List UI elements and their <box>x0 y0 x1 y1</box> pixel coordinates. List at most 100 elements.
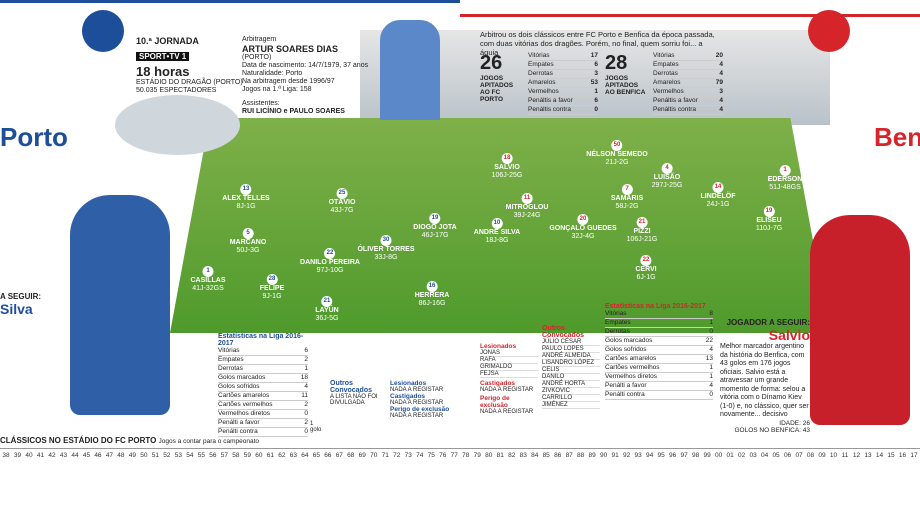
year: 03 <box>749 452 757 459</box>
row-value: 1 <box>709 319 713 326</box>
porto-player-photo <box>70 195 170 415</box>
year: 66 <box>324 452 332 459</box>
year: 10 <box>829 452 838 459</box>
year: 41 <box>36 452 45 459</box>
ref-rows: Vitórias 17 Empates 6 Derrotas 3 Amarelos 53 Ver… <box>528 52 598 115</box>
row-label: Golos marcados <box>605 337 653 344</box>
player-number: 1 <box>779 165 791 176</box>
injured-player: JONAS <box>480 350 538 357</box>
section-text: NADA A REGISTAR <box>390 387 444 393</box>
player: 30 ÓLIVER TORRES 33J-8G <box>357 235 415 262</box>
row-label: Empates <box>605 319 631 326</box>
year: 96 <box>669 452 677 459</box>
player-number: 20 <box>577 214 589 225</box>
stats-row: Vermelhos diretos 1 <box>605 373 713 382</box>
year: 46 <box>94 452 102 459</box>
row-label: Amarelos <box>528 79 556 86</box>
ref-row: Derrotas 4 <box>653 70 723 79</box>
player-number: 5 <box>242 228 254 239</box>
ref-count-box: 26 JOGOS APITADOS AO FC PORTO <box>480 52 524 103</box>
row-label: Derrotas <box>528 70 553 77</box>
stats-row: Cartões amarelos 11 <box>218 392 308 401</box>
row-value: 1 <box>304 365 308 372</box>
history-header: CLÁSSICOS NO ESTÁDIO DO FC PORTO Jogos a… <box>0 436 259 445</box>
year: 13 <box>864 452 872 459</box>
year: 05 <box>772 452 780 459</box>
assistants: RUI LICÍNIO e PAULO SOARES <box>242 108 345 115</box>
player: 16 HERRERA 86J-16G <box>414 281 450 308</box>
player: 22 CERVI 6J-1G <box>635 255 657 282</box>
row-value: 6 <box>594 61 598 68</box>
section-text: NADA A REGISTAR <box>480 409 534 415</box>
row-label: Cartões vermelhos <box>605 364 660 371</box>
year: 92 <box>623 452 631 459</box>
player: 19 DIOGO JOTA 46J-17G <box>413 213 457 240</box>
year: 60 <box>255 452 263 459</box>
player-name: CERVI <box>635 266 657 273</box>
player-name: HERRERA <box>414 292 450 299</box>
year: 48 <box>117 452 125 459</box>
player-stats: 86J-16G <box>418 300 446 307</box>
section-label: Perigo de exclusão <box>480 395 510 409</box>
year: 44 <box>71 452 79 459</box>
row-label: Golos sofridos <box>605 346 647 353</box>
player-number: 16 <box>426 281 438 292</box>
player-name: PIZZI <box>633 228 651 235</box>
row-value: 2 <box>304 401 308 408</box>
row-value: 4 <box>709 382 713 389</box>
year: 09 <box>818 452 826 459</box>
referee-info: Arbitragem ARTUR SOARES DIAS (PORTO) Dat… <box>242 36 377 116</box>
row-value: 2 <box>304 419 308 426</box>
player-name: DIOGO JOTA <box>413 224 457 231</box>
row-label: Cartões amarelos <box>605 355 657 362</box>
history-subtitle: Jogos a contar para o campeonato <box>158 438 260 445</box>
player-number: 14 <box>712 182 724 193</box>
ref-row: Penáltis a favor 6 <box>528 97 598 106</box>
ref-benfica: 28 JOGOS APITADOS AO BENFICA Vitórias 20 Emp… <box>605 52 723 115</box>
stats-row: Vitórias 8 <box>605 310 713 319</box>
referee-name: ARTUR SOARES DIAS <box>242 44 339 54</box>
row-value: 6 <box>594 97 598 104</box>
player: 28 FELIPE 9J-1G <box>260 274 284 301</box>
other-player: DANILO <box>542 374 600 381</box>
year: 72 <box>393 452 401 459</box>
year: 99 <box>703 452 711 459</box>
player-stats: 39J-24G <box>513 212 541 219</box>
year: 40 <box>25 452 33 459</box>
ref-count: 28 <box>605 52 628 74</box>
row-label: Penálti a favor <box>218 419 260 426</box>
player-name: MARCANO <box>229 239 267 246</box>
row-label: Derrotas <box>218 365 243 372</box>
jornada: 10.ª JORNADA <box>136 36 199 46</box>
row-value: 13 <box>705 355 713 362</box>
row-label: Empates <box>653 61 679 68</box>
history-line <box>0 448 920 449</box>
fact: GOLOS NO BENFICA: 43 <box>734 426 811 434</box>
row-value: 0 <box>709 391 713 398</box>
stats-row: Penálti contra 0 <box>605 391 713 400</box>
other-player: CELIS <box>542 367 600 374</box>
player-stats: 97J-10G <box>316 267 344 274</box>
porto-other: Outros Convocados A LISTA NÃO FOI DIVULGA… <box>330 380 450 419</box>
player-name: ÓLIVER TORRES <box>357 246 415 253</box>
ref-row: Penáltis contra 0 <box>528 106 598 115</box>
player-number: 22 <box>324 248 336 259</box>
player: 11 MITROGLOU 39J-24G <box>506 193 548 220</box>
stats-note: 1 golo <box>310 421 322 433</box>
referee-origin: (PORTO) <box>242 54 272 61</box>
benfica-follow: JOGADOR A SEGUIR: Salvio Melhor marcador… <box>720 318 810 434</box>
tv: SPORT•TV 1 <box>136 52 190 61</box>
ref-count-label: JOGOS APITADOS AO BENFICA <box>605 75 646 96</box>
section-text: NADA A REGISTAR <box>390 413 444 419</box>
year: 50 <box>140 452 148 459</box>
year: 56 <box>209 452 217 459</box>
other-player: ANDRÉ HORTA <box>542 381 600 388</box>
year: 47 <box>105 452 114 459</box>
other-title: Outros Convocados <box>542 325 585 339</box>
stats-row: Cartões amarelos 13 <box>605 355 713 364</box>
player-number: 21 <box>321 296 333 307</box>
porto-stripe <box>0 0 460 3</box>
row-label: Penáltis a favor <box>528 97 573 104</box>
player-stats: 21J-2G <box>605 159 629 166</box>
year: 14 <box>875 452 884 459</box>
